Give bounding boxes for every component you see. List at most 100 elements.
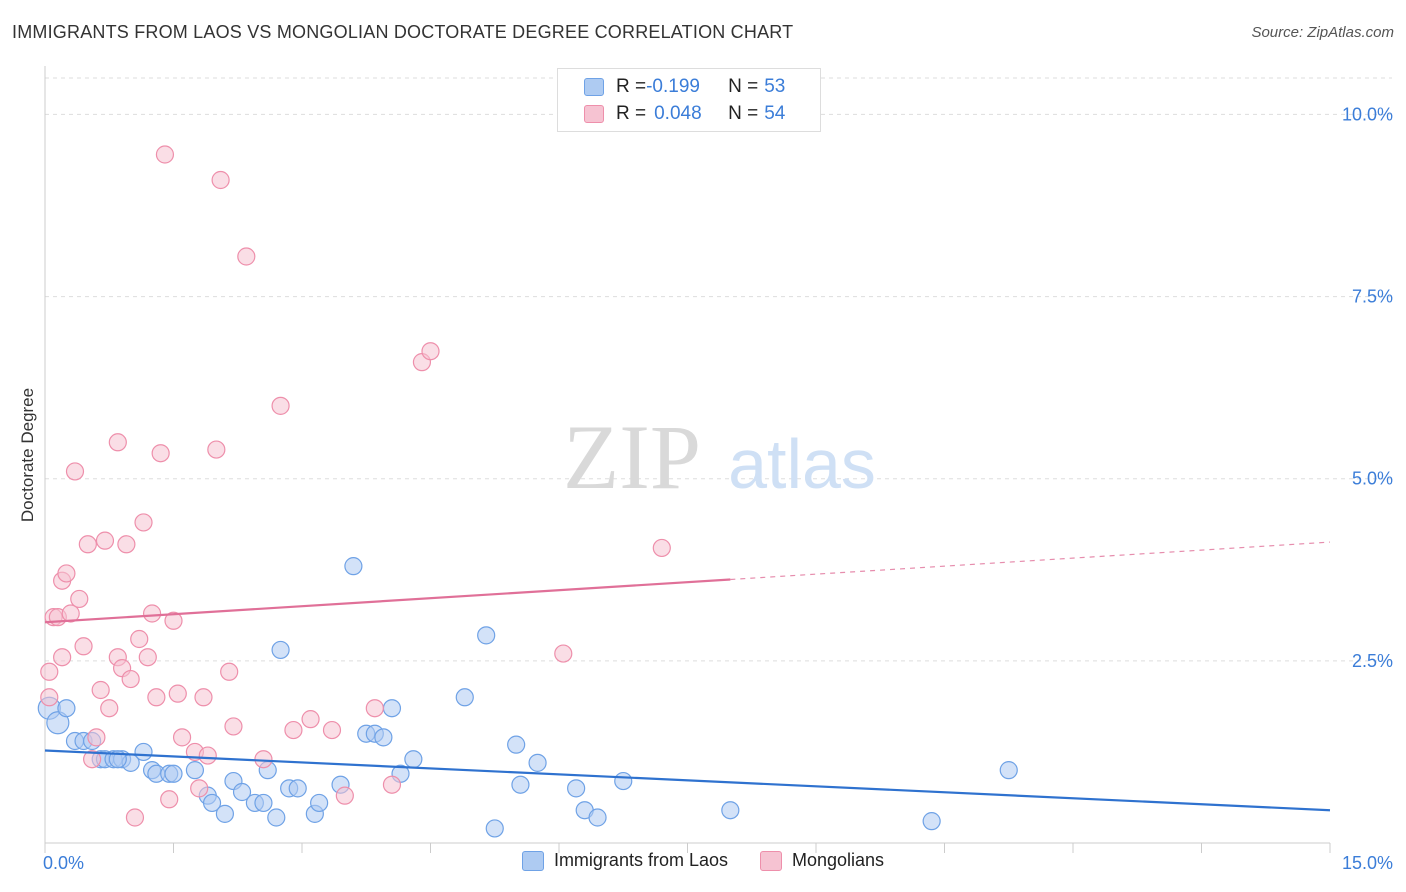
legend-label-laos: Immigrants from Laos	[553, 850, 728, 870]
laos-point	[404, 750, 423, 769]
legend-item-laos[interactable]: Immigrants from Laos	[521, 850, 728, 871]
mongolians-point	[220, 662, 239, 681]
mongolians-point	[65, 462, 85, 481]
trend-lines	[44, 541, 1331, 812]
mongolians-point	[284, 720, 303, 740]
laos-point	[288, 779, 307, 798]
mongolians-point	[100, 699, 119, 718]
legend-n-label: N =	[728, 103, 759, 124]
mongolians-point	[211, 170, 230, 190]
mongolians-point	[164, 611, 183, 630]
laos-point	[485, 819, 504, 838]
x-tick-label: 15.0%	[1342, 853, 1393, 873]
laos-point	[374, 728, 393, 747]
laos-point	[922, 812, 941, 831]
mongolians-point	[147, 688, 166, 707]
mongolians-trend-line	[44, 578, 731, 624]
mongolians-point	[271, 396, 290, 415]
mongolians-point	[117, 535, 136, 554]
laos-point	[310, 793, 329, 813]
correlation-legend: R = -0.199 N = 53 R = 0.048 N = 54	[557, 68, 821, 132]
mongolians-point	[130, 629, 149, 649]
laos-point	[215, 804, 234, 823]
laos-point	[477, 626, 496, 645]
laos-point	[57, 699, 76, 718]
legend-row-laos: R = -0.199 N = 53	[558, 73, 785, 101]
legend-r-value: -0.199	[646, 76, 700, 97]
mongolians-point	[78, 535, 97, 554]
mongolians-point	[160, 790, 179, 809]
laos-point	[254, 793, 273, 813]
mongolians-point	[121, 669, 140, 689]
legend-n-value: 54	[764, 103, 786, 124]
mongolians-point	[554, 644, 573, 663]
mongolians-point	[365, 699, 384, 718]
series-legend: Immigrants from Laos Mongolians	[0, 850, 1406, 871]
mongolians-point	[125, 808, 145, 827]
x-tick-label: 0.0%	[43, 853, 84, 873]
laos-point	[46, 711, 70, 735]
mongolians-point	[237, 247, 256, 266]
mongolians-point	[172, 728, 192, 747]
mongolians-point	[207, 440, 226, 459]
source-label: Source: ZipAtlas.com	[1251, 24, 1394, 41]
mongolians-point	[40, 662, 59, 681]
mongolians-point	[155, 145, 175, 164]
mongolians-point	[168, 684, 187, 703]
laos-swatch-icon	[521, 850, 544, 871]
laos-point	[134, 742, 153, 762]
mongolians-point	[254, 750, 273, 769]
laos-point	[202, 793, 222, 813]
mongolians-point	[322, 720, 342, 740]
grid-lines	[45, 77, 1392, 662]
legend-row-mongolians: R = 0.048 N = 54	[558, 100, 785, 128]
watermark-zip: ZIP	[563, 406, 701, 508]
legend-r-value: 0.048	[654, 103, 702, 124]
mongolians-point	[194, 688, 213, 707]
legend-n-label: N =	[728, 76, 759, 97]
laos-point	[271, 640, 290, 660]
mongolians-swatch-icon	[584, 105, 604, 123]
mongolians-point	[95, 531, 115, 550]
laos-point	[382, 699, 402, 718]
y-tick-label: 5.0%	[1352, 469, 1393, 489]
laos-point	[455, 688, 474, 707]
laos-swatch-icon	[584, 78, 604, 96]
laos-point	[507, 735, 526, 754]
mongolians-swatch-icon	[760, 850, 782, 871]
laos-point	[164, 764, 183, 783]
laos-trend-line	[44, 749, 1331, 812]
laos-point	[567, 779, 586, 798]
mongolians-point	[421, 342, 440, 361]
mongolians-point	[61, 604, 80, 623]
data-points	[37, 145, 1018, 838]
mongolians-point	[70, 589, 89, 609]
legend-label-mongolians: Mongolians	[792, 850, 885, 870]
y-tick-label: 10.0%	[1342, 104, 1393, 124]
legend-n-value: 53	[764, 76, 786, 97]
laos-point	[344, 557, 363, 576]
mongolians-point	[40, 688, 59, 707]
mongolians-point	[224, 717, 243, 736]
legend-item-mongolians[interactable]: Mongolians	[760, 850, 884, 871]
mongolians-point	[190, 779, 209, 798]
mongolians-point	[74, 637, 93, 656]
y-tick-label: 7.5%	[1352, 287, 1393, 307]
mongolians-point	[87, 728, 106, 747]
mongolians-point	[138, 648, 157, 667]
mongolians-trend-line-dashed	[730, 541, 1331, 581]
mongolians-point	[108, 433, 127, 452]
mongolians-point	[57, 564, 76, 583]
mongolians-point	[301, 710, 320, 729]
laos-point	[528, 753, 547, 772]
laos-point	[588, 808, 607, 827]
mongolians-point	[151, 444, 170, 463]
mongolians-point	[53, 648, 72, 667]
tick-labels: 2.5% 5.0% 7.5% 10.0% 0.0% 15.0%	[43, 104, 1393, 873]
mongolians-point	[83, 750, 102, 769]
laos-point	[721, 801, 740, 820]
laos-point	[614, 771, 633, 791]
mongolians-point	[134, 513, 153, 532]
mongolians-point	[652, 538, 671, 558]
